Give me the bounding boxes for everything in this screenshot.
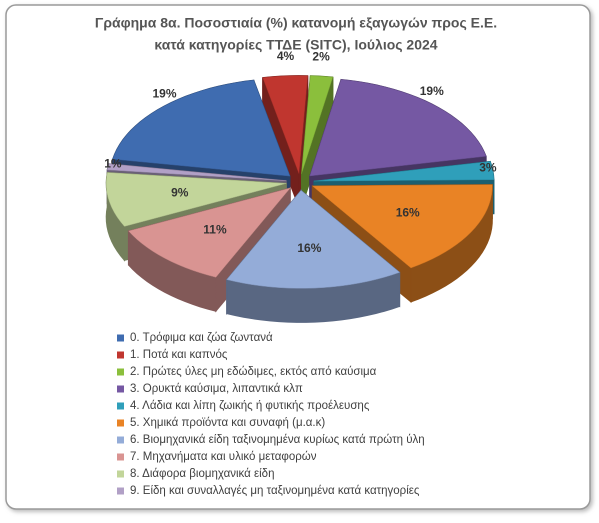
data-label: 19% <box>420 84 444 98</box>
legend-label: 1. Ποτά και καπνός <box>130 349 228 361</box>
legend-swatch <box>117 487 124 495</box>
data-label: 19% <box>152 87 176 101</box>
slice-top <box>106 163 287 182</box>
legend-label: 3. Ορυκτά καύσιμα, λιπαντικά κλπ <box>130 383 303 395</box>
legend-swatch <box>117 453 124 461</box>
chart-title: κατά κατηγορίες ΤΤΔΕ (SITC), Ιούλιος 202… <box>154 37 437 53</box>
legend-label: 2. Πρώτες ύλες μη εδώδιμες, εκτός από κα… <box>130 366 377 378</box>
legend-label: 6. Βιομηχανικά είδη ταξινομημένα κυρίως … <box>130 434 425 446</box>
legend-swatch <box>117 385 124 393</box>
legend-swatch <box>117 436 124 444</box>
slice-top <box>105 172 287 227</box>
data-label: 2% <box>312 50 330 64</box>
legend-label: 4. Λάδια και λίπη ζωικής ή φυτικής προέλ… <box>130 400 370 412</box>
legend-swatch <box>117 470 124 478</box>
slice-top <box>309 79 487 177</box>
legend-label: 7. Μηχανήματα και υλικό μεταφορών <box>130 451 317 463</box>
data-label: 4% <box>277 49 295 63</box>
slice-top <box>262 75 308 174</box>
legend-label: 0. Τρόφιμα και ζώα ζωντανά <box>130 332 273 344</box>
legend: 0. Τρόφιμα και ζώα ζωντανά 1. Ποτά και κα… <box>117 332 425 497</box>
legend-swatch <box>117 351 124 359</box>
legend-label: 5. Χημικά προϊόντα και συναφή (μ.α.κ) <box>130 417 325 429</box>
data-label: 11% <box>203 222 227 236</box>
slice-top <box>226 190 401 289</box>
data-label: 16% <box>396 206 420 220</box>
slice-top <box>301 75 334 174</box>
chart-title: Γράφημα 8α. Ποσοστιαία (%) κατανομή εξαγ… <box>95 15 497 31</box>
legend-label: 8. Διάφορα βιομηχανικά είδη <box>130 468 274 480</box>
legend-swatch <box>117 419 124 427</box>
slice-top <box>112 79 291 177</box>
data-label: 16% <box>297 241 321 255</box>
data-label: 9% <box>171 186 189 200</box>
data-label: 3% <box>479 161 497 175</box>
data-label: 1% <box>104 156 122 170</box>
slice-top <box>313 161 495 182</box>
legend-swatch <box>117 368 124 376</box>
legend-label: 9. Είδη και συναλλαγές μη ταξινομημένα κ… <box>130 485 420 497</box>
slice <box>226 188 401 323</box>
slice-top <box>311 184 493 269</box>
slice-top <box>127 187 291 278</box>
legend-swatch <box>117 402 124 410</box>
legend-swatch <box>117 334 124 342</box>
pie: 4% 2% 19% 19% 1% 3% 9% 16% 11% 16% <box>104 49 497 323</box>
